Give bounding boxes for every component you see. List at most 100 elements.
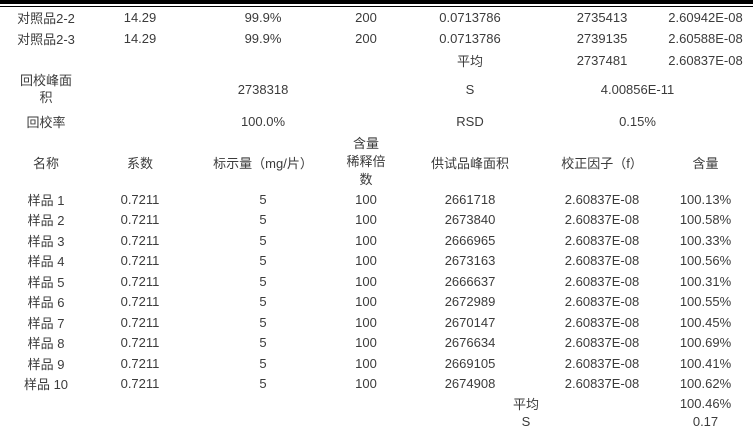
table-row-recal-rate: 回校率 100.0% RSD 0.15% [0,107,753,135]
sample-labeled-amount-cell: 5 [259,253,267,269]
header-factor: 校正因子（f） [561,155,643,171]
sample-content-cell: 100.41% [679,355,732,371]
sample-name-cell: 样品 1 [27,192,65,208]
sample-labeled-amount-cell: 5 [259,294,267,310]
sample-peak-area-cell: 2661718 [444,191,496,207]
sample-content-cell: 100.56% [679,253,732,269]
sample-content-cell: 100.58% [679,212,732,228]
ref-retention-cell: 14.29 [123,31,157,46]
ref-peak-area-cell: 2739135 [576,31,628,46]
ref-name-cell: 对照品2-2 [17,11,75,26]
assay-table: 对照品2-2 14.29 99.9% 200 0.0713786 2735413… [0,7,753,429]
table-row-sample: 样品 7 0.7211 5 100 2670147 2.60837E-08 10… [0,312,753,333]
sample-peak-area-cell: 2670147 [444,314,496,330]
sample-factor-cell: 2.60837E-08 [564,191,640,207]
sample-labeled-amount-cell: 5 [259,314,267,330]
sample-coefficient-cell: 0.7211 [120,232,160,248]
ref-retention-cell: 14.29 [123,10,157,25]
sample-name-cell: 样品 3 [27,233,65,249]
ref-name-cell: 对照品2-3 [17,32,75,47]
sample-content-cell: 100.33% [679,232,732,248]
sample-peak-area-cell: 2672989 [444,294,496,310]
recal-rate-value-cell: 100.0% [240,113,286,129]
top-border-gap [0,4,753,6]
sample-s-label-cell: S [521,414,531,429]
table-row-sample-average: 平均 100.46% [0,394,753,413]
sample-dilution-cell: 100 [355,294,377,310]
sample-name-cell: 样品 10 [23,377,69,393]
empty-cell [92,71,188,107]
sample-dilution-cell: 100 [355,355,377,371]
sample-name-cell: 样品 8 [27,336,65,352]
sample-labeled-amount-cell: 5 [259,355,267,371]
sample-peak-area-cell: 2673163 [444,253,496,269]
empty-cell [0,394,394,413]
sample-labeled-amount-cell: 5 [259,232,267,248]
sample-content-cell: 100.55% [679,294,732,310]
ref-peak-area-cell: 2735413 [576,10,628,25]
sample-peak-area-cell: 2674908 [444,376,496,392]
s-value-cell: 4.00856E-11 [600,81,675,97]
header-dilution: 含量 稀释倍 数 [338,135,394,189]
sample-coefficient-cell: 0.7211 [120,376,160,392]
ref-dilution-cell: 200 [355,10,377,25]
table-row-sample: 样品 5 0.7211 5 100 2666637 2.60837E-08 10… [0,271,753,292]
sample-coefficient-cell: 0.7211 [120,212,160,228]
sample-peak-area-cell: 2666965 [444,232,496,248]
sample-dilution-cell: 100 [355,212,377,228]
sample-factor-cell: 2.60837E-08 [564,294,640,310]
sample-name-cell: 样品 2 [27,213,65,229]
sample-name-cell: 样品 5 [27,274,65,290]
average-label-cell: 平均 [456,53,483,69]
sample-labeled-amount-cell: 5 [259,376,267,392]
table-row-sample: 样品 2 0.7211 5 100 2673840 2.60837E-08 10… [0,210,753,231]
table-row-sample: 样品 3 0.7211 5 100 2666965 2.60837E-08 10… [0,230,753,251]
recal-peak-area-value-cell: 2738318 [237,81,289,97]
table-row-reference-1: 对照品2-2 14.29 99.9% 200 0.0713786 2735413… [0,7,753,28]
sample-peak-area-cell: 2673840 [444,212,496,228]
sample-peak-area-cell: 2669105 [444,355,496,371]
empty-cell [92,107,188,135]
table-row-sample: 样品 9 0.7211 5 100 2669105 2.60837E-08 10… [0,353,753,374]
top-border-thick-rule [0,0,753,4]
table-row-sample: 样品 4 0.7211 5 100 2673163 2.60837E-08 10… [0,251,753,272]
sample-average-content-cell: 100.46% [679,396,732,411]
ref-purity-cell: 99.9% [244,31,282,46]
sample-factor-cell: 2.60837E-08 [564,355,640,371]
ref-factor-cell: 2.60942E-08 [668,10,743,25]
header-peak-area: 供试品峰面积 [430,155,509,171]
sample-name-cell: 样品 7 [27,315,65,331]
recal-rate-label-cell: 回校率 [26,114,66,130]
sample-average-label-cell: 平均 [512,397,539,412]
sample-content-cell: 100.62% [679,376,732,392]
sample-name-cell: 样品 4 [27,254,65,270]
recal-peak-area-label: 回校峰面 积 [19,73,72,105]
recal-peak-area-label-cell: 回校峰面 积 [0,71,92,107]
table-row-sample-s: S 0.17 [0,413,753,429]
sample-labeled-amount-cell: 5 [259,191,267,207]
sample-content-cell: 100.31% [679,273,732,289]
sample-labeled-amount-cell: 5 [259,273,267,289]
empty-cell [338,107,394,135]
sample-labeled-amount-cell: 5 [259,335,267,351]
sample-peak-area-cell: 2666637 [444,273,496,289]
average-factor-cell: 2.60837E-08 [668,52,743,68]
sample-factor-cell: 2.60837E-08 [564,314,640,330]
sample-dilution-cell: 100 [355,314,377,330]
sample-coefficient-cell: 0.7211 [120,253,160,269]
sample-labeled-amount-cell: 5 [259,212,267,228]
ref-purity-cell: 99.9% [244,10,282,25]
table-row-reference-average: 平均 2737481 2.60837E-08 [0,49,753,71]
sample-coefficient-cell: 0.7211 [120,191,160,207]
table-row-recal-peak-area: 回校峰面 积 2738318 S 4.00856E-11 [0,71,753,107]
sample-factor-cell: 2.60837E-08 [564,335,640,351]
table-row-sample: 样品 8 0.7211 5 100 2676634 2.60837E-08 10… [0,333,753,354]
sample-dilution-cell: 100 [355,191,377,207]
sample-content-cell: 100.45% [679,314,732,330]
sample-coefficient-cell: 0.7211 [120,355,160,371]
table-row-sample: 样品 10 0.7211 5 100 2674908 2.60837E-08 1… [0,374,753,395]
ref-dilution-cell: 200 [355,31,377,46]
header-dilution-label: 含量 稀释倍 数 [346,136,386,187]
sample-content-cell: 100.13% [679,191,732,207]
